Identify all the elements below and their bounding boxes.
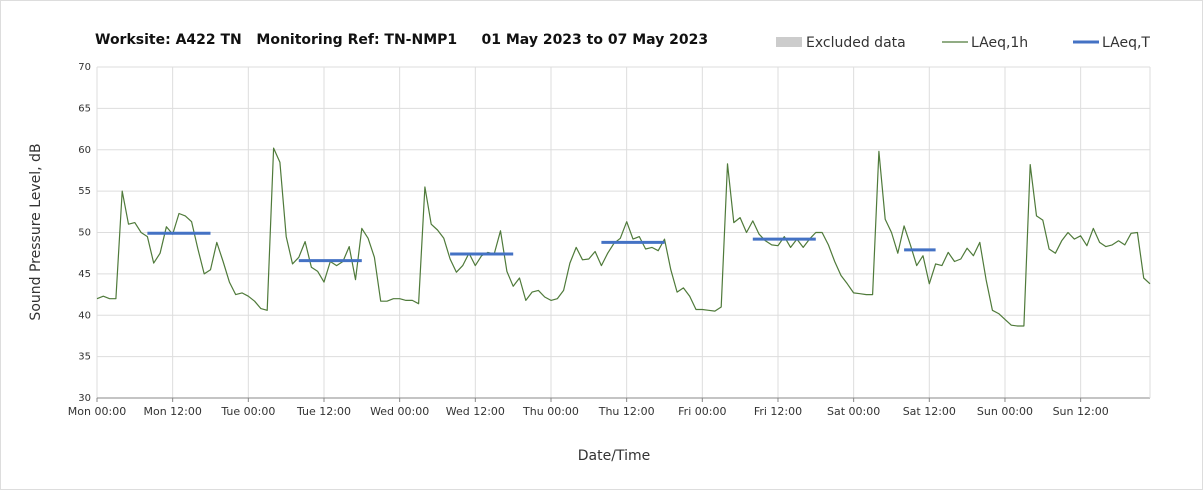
y-axis-label: Sound Pressure Level, dB — [28, 143, 44, 320]
series-line — [96, 147, 1151, 327]
y-tick-label: 40 — [78, 310, 91, 321]
x-tick-label: Fri 12:00 — [754, 405, 802, 418]
x-tick-label: Sat 12:00 — [903, 405, 956, 418]
y-tick-label: 65 — [78, 103, 91, 114]
y-tick-label: 45 — [78, 269, 91, 280]
x-tick-label: Sat 00:00 — [827, 405, 880, 418]
x-tick-label: Tue 00:00 — [220, 405, 275, 418]
legend-label: LAeq,1h — [971, 35, 1028, 51]
x-tick-label: Wed 12:00 — [446, 405, 505, 418]
x-tick-label: Mon 00:00 — [68, 405, 126, 418]
legend-label: Excluded data — [806, 35, 906, 51]
x-tick-label: Thu 12:00 — [598, 405, 655, 418]
x-tick-label: Fri 00:00 — [678, 405, 726, 418]
x-axis-label: Date/Time — [578, 448, 650, 464]
y-tick-label: 60 — [78, 145, 91, 156]
y-tick-label: 50 — [78, 228, 91, 239]
x-tick-label: Thu 00:00 — [522, 405, 579, 418]
x-tick-label: Wed 00:00 — [370, 405, 429, 418]
x-tick-label: Sun 00:00 — [977, 405, 1033, 418]
x-tick-label: Tue 12:00 — [296, 405, 351, 418]
y-tick-label: 70 — [78, 62, 91, 73]
chart-title: Worksite: A422 TN Monitoring Ref: TN-NMP… — [95, 32, 708, 48]
legend-swatch — [776, 37, 802, 47]
legend-label: LAeq,T — [1102, 35, 1150, 51]
x-tick-label: Sun 12:00 — [1053, 405, 1109, 418]
y-tick-label: 30 — [78, 393, 91, 404]
y-tick-label: 35 — [78, 352, 91, 363]
x-tick-label: Mon 12:00 — [143, 405, 201, 418]
y-tick-label: 55 — [78, 186, 91, 197]
